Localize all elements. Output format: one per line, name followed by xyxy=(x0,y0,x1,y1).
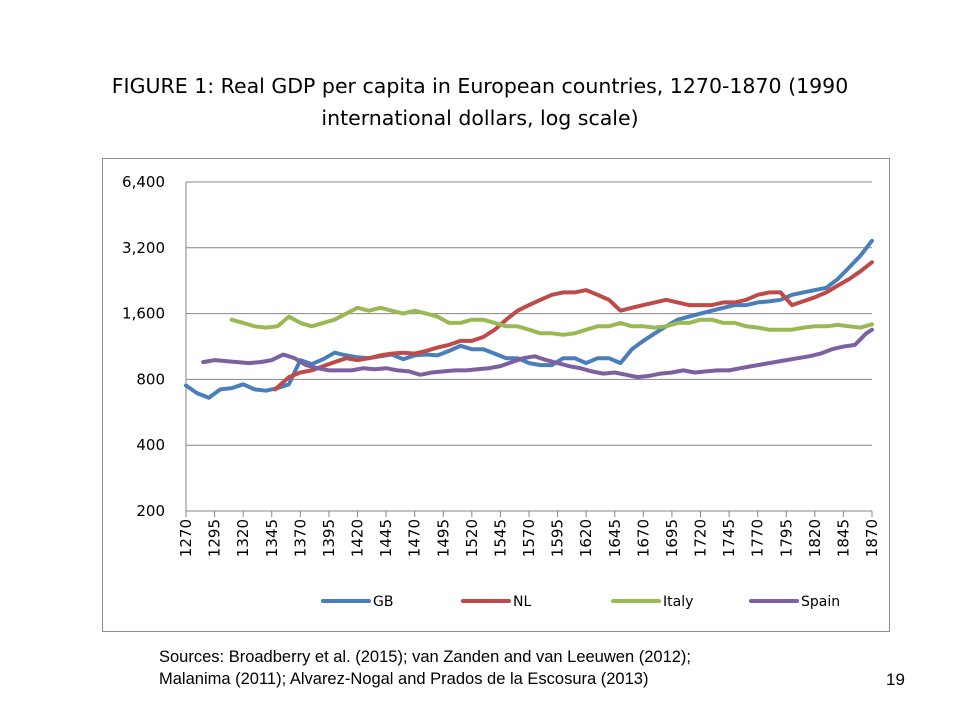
x-tick-label: 1520 xyxy=(463,519,481,557)
x-tick-label: 1545 xyxy=(491,519,509,557)
x-tick-label: 1595 xyxy=(549,519,567,557)
series-line-nl xyxy=(273,260,874,392)
x-tick-label: 1470 xyxy=(406,519,424,557)
legend: GB NL Italy Spain xyxy=(321,594,840,610)
x-tick-label: 1395 xyxy=(320,519,338,557)
legend-item-gb: GB xyxy=(321,594,393,610)
y-tick-label: 3,200 xyxy=(122,239,165,257)
x-tick-label: 1295 xyxy=(206,519,224,557)
x-tick-label: 1570 xyxy=(520,519,538,557)
x-tick-label: 1770 xyxy=(749,519,767,557)
series-line-italy xyxy=(229,305,874,337)
x-tick-label: 1645 xyxy=(606,519,624,557)
legend-label: Italy xyxy=(663,594,693,610)
y-tick-label: 1,600 xyxy=(122,305,165,323)
x-tick-label: 1620 xyxy=(577,519,595,557)
x-tick-label: 1720 xyxy=(692,519,710,557)
chart-frame xyxy=(102,158,890,632)
legend-label: NL xyxy=(513,594,531,610)
x-tick-label: 1820 xyxy=(806,519,824,557)
sources-line-2: Malanima (2011); Alvarez-Nogal and Prado… xyxy=(159,670,649,688)
y-tick-label: 6,400 xyxy=(122,173,165,191)
sources-line-1: Sources: Broadberry et al. (2015); van Z… xyxy=(159,648,691,666)
x-tick-label: 1445 xyxy=(377,519,395,557)
legend-label: GB xyxy=(373,594,393,610)
y-tick-label: 400 xyxy=(136,436,165,454)
x-tick-label: 1320 xyxy=(234,519,252,557)
sources-note: Sources: Broadberry et al. (2015); van Z… xyxy=(159,646,799,690)
x-tick-label: 1270 xyxy=(177,519,195,557)
line-chart: 200 400 800 1,600 3,200 6,400 1270 1295 1320 134… xyxy=(122,173,881,610)
x-tick-label: 1495 xyxy=(434,519,452,557)
legend-label: Spain xyxy=(801,594,840,610)
page-number: 19 xyxy=(886,670,905,689)
x-tick-label: 1845 xyxy=(834,519,852,557)
y-axis-tick-labels: 200 400 800 1,600 3,200 6,400 xyxy=(122,173,165,520)
series-lines xyxy=(184,238,874,400)
x-tick-label: 1370 xyxy=(291,519,309,557)
chart-title-line-2: international dollars, log scale) xyxy=(321,106,639,130)
x-tick-label: 1420 xyxy=(349,519,367,557)
x-tick-label: 1695 xyxy=(663,519,681,557)
x-tick-label: 1795 xyxy=(777,519,795,557)
x-tick-label: 1670 xyxy=(634,519,652,557)
legend-item-italy: Italy xyxy=(611,594,693,610)
gridlines xyxy=(185,181,873,517)
chart-title-line-1: FIGURE 1: Real GDP per capita in Europea… xyxy=(111,74,849,98)
legend-item-spain: Spain xyxy=(749,594,840,610)
series-line-spain xyxy=(201,327,874,380)
x-axis-tick-labels: 1270 1295 1320 1345 1370 1395 1420 1445 1470 1495… xyxy=(177,519,881,557)
x-tick-label: 1745 xyxy=(720,519,738,557)
y-tick-label: 800 xyxy=(136,370,165,388)
x-tick-label: 1870 xyxy=(863,519,881,557)
y-tick-label: 200 xyxy=(136,502,165,520)
legend-item-nl: NL xyxy=(461,594,531,610)
x-tick-label: 1345 xyxy=(263,519,281,557)
chart-title: FIGURE 1: Real GDP per capita in Europea… xyxy=(60,70,900,134)
